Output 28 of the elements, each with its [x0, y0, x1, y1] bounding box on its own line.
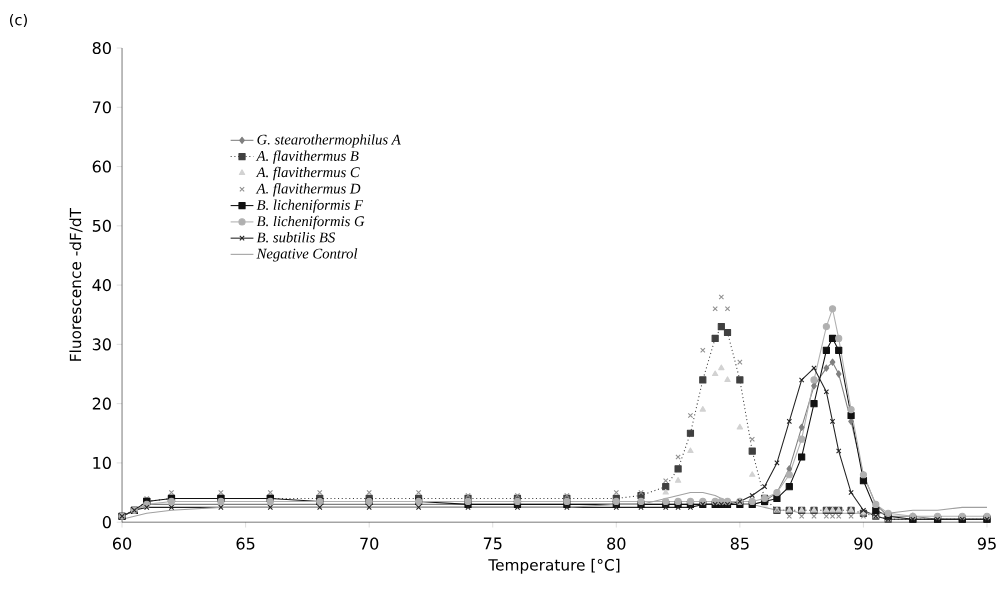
legend-label: G. stearothermophilus A — [257, 134, 401, 148]
x-tick-label: 75 — [483, 537, 502, 550]
legend-label: B. licheniformis F — [256, 199, 364, 213]
legend-label: B. subtilis BS — [256, 231, 336, 243]
x-tick-label: 80 — [607, 537, 626, 550]
legend-label: A. flavithermus B — [255, 150, 359, 164]
legend-label: A. flavithermus C — [255, 166, 360, 181]
y-tick-label: 70 — [92, 101, 111, 114]
y-tick-label: 0 — [102, 516, 111, 529]
y-tick-label: 30 — [92, 338, 111, 351]
y-tick-label: 20 — [92, 397, 111, 410]
x-tick-label: 95 — [977, 537, 996, 550]
text: (c) — [9, 13, 27, 28]
y-tick-label: 40 — [92, 278, 111, 292]
y-tick-label: 50 — [92, 219, 111, 232]
x-axis-title: Temperature [°C] — [488, 558, 620, 574]
legend-label: Negative Control — [256, 248, 358, 262]
y-tick-label: 80 — [92, 41, 111, 54]
x-tick-label: 65 — [236, 537, 255, 550]
x-tick-label: 90 — [854, 537, 873, 550]
x-tick-label: 85 — [730, 537, 749, 550]
y-tick-label: 10 — [93, 456, 111, 469]
y-axis-title: Fluorescence -dF/dT — [69, 207, 83, 361]
x-tick-label: 60 — [112, 537, 132, 550]
legend-label: B. licheniformis G — [256, 215, 365, 230]
y-tick-label: 60 — [92, 160, 111, 173]
legend-label: A. flavithermus D — [255, 182, 361, 197]
x-tick-label: 70 — [360, 537, 379, 550]
